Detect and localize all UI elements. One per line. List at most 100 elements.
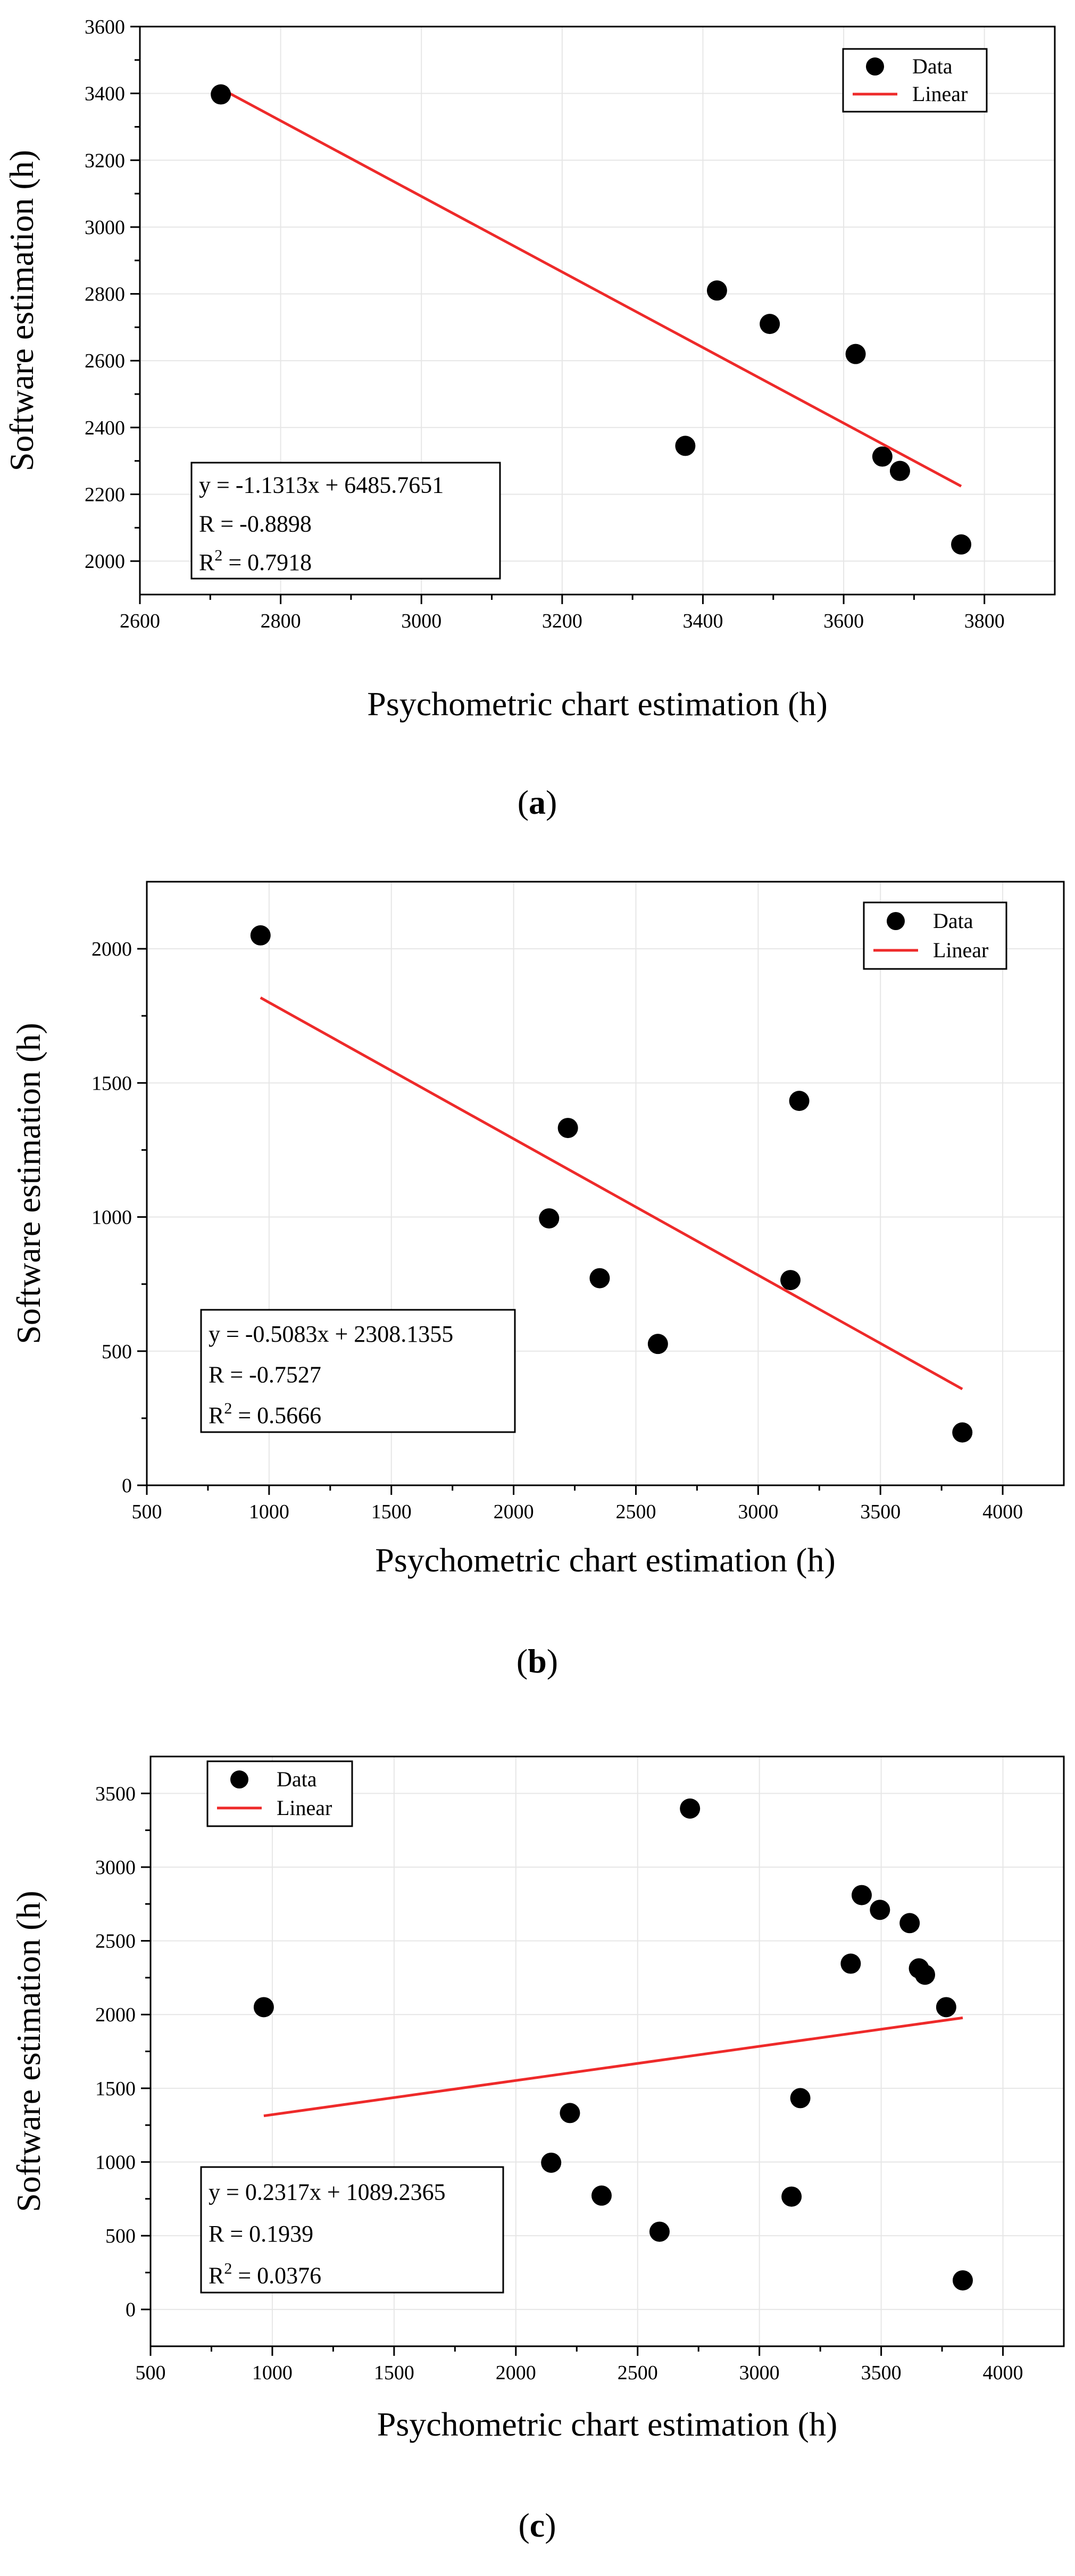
x-tick-label: 500	[132, 1501, 162, 1523]
y-tick-label: 3400	[85, 83, 125, 105]
data-point	[591, 2185, 612, 2206]
legend-label-data: Data	[933, 909, 973, 933]
legend-label-data: Data	[277, 1767, 317, 1791]
data-point	[951, 534, 972, 555]
fit-r-squared: R2 = 0.5666	[209, 1400, 321, 1428]
caption-letter: a	[529, 783, 546, 821]
linear-fit-line	[220, 87, 962, 488]
data-points	[211, 84, 972, 555]
legend: Data Linear	[206, 1760, 353, 1827]
x-tick-label: 3600	[823, 610, 864, 632]
data-point	[851, 1885, 872, 1905]
data-point	[675, 436, 696, 456]
x-tick-label: 1000	[249, 1501, 289, 1523]
x-tick-label: 3500	[861, 2362, 902, 2384]
y-tick-label: 1000	[91, 1207, 132, 1229]
caption-close: )	[545, 2506, 556, 2544]
x-axis-title: Psychometric chart estimation (h)	[367, 685, 828, 723]
legend-label-linear: Linear	[933, 938, 988, 962]
panel-caption: (a)	[518, 783, 557, 821]
x-tick-label: 3000	[739, 2362, 780, 2384]
fit-annotation: y = -1.1313x + 6485.7651 R = -0.8898 R2 = …	[190, 462, 501, 580]
x-tick-label: 2800	[261, 610, 301, 632]
x-tick-label: 1000	[252, 2362, 293, 2384]
fit-annotation: y = 0.2317x + 1089.2365 R = 0.1939 R2 = 0.…	[200, 2166, 504, 2294]
x-tick-label: 2000	[494, 1501, 534, 1523]
data-point	[211, 84, 231, 105]
data-point	[845, 344, 866, 364]
y-tick-label: 0	[122, 1475, 132, 1497]
data-point	[253, 1997, 274, 2018]
fit-equation: y = 0.2317x + 1089.2365	[209, 2179, 446, 2205]
y-tick-label: 3000	[95, 1856, 136, 1879]
caption-letter: b	[528, 1642, 547, 1680]
data-points	[250, 925, 973, 1443]
data-points	[253, 1798, 973, 2291]
x-axis: 2600 2800 3000 3200 3400 3600 3800	[120, 595, 1005, 632]
fit-r-squared: R2 = 0.0376	[209, 2260, 321, 2289]
data-point	[952, 2270, 973, 2291]
plot-frame	[146, 881, 1065, 1486]
data-point	[560, 2103, 580, 2123]
r2-superscript: 2	[224, 2260, 232, 2278]
r2-superscript: 2	[224, 1400, 232, 1417]
data-point	[872, 446, 893, 467]
y-tick-label: 500	[105, 2225, 136, 2247]
y-tick-label: 2400	[85, 417, 125, 439]
fit-annotation: y = -0.5083x + 2308.1355 R = -0.7527 R2 = …	[200, 1309, 516, 1433]
fit-equation: y = -0.5083x + 2308.1355	[209, 1321, 453, 1347]
data-point	[889, 461, 910, 481]
legend-label-data: Data	[912, 54, 953, 78]
fit-r-value: R = -0.8898	[199, 511, 312, 537]
y-axis: 2000 2200 2400 2600 2800 3000 3200 3400 3600	[85, 16, 140, 573]
y-tick-label: 2200	[85, 484, 125, 506]
linear-fit-line	[263, 2016, 963, 2118]
legend-label-linear: Linear	[277, 1796, 332, 1820]
x-tick-label: 500	[136, 2362, 166, 2384]
legend-box	[863, 901, 1007, 970]
annotation-box	[200, 2166, 504, 2294]
y-tick-label: 1500	[91, 1072, 132, 1094]
chart-panel-a: 2600 2800 3000 3200 3400 3600 3800 2000 2200 2400…	[3, 16, 1056, 821]
y-tick-label: 2000	[85, 550, 125, 573]
data-point	[781, 2186, 802, 2207]
y-axis: 0 500 1000 1500 2000 2500 3000 3500	[95, 1783, 151, 2321]
y-tick-label: 2000	[91, 938, 132, 960]
x-axis: 500 1000 1500 2000 2500 3000 3500 4000	[132, 1485, 1023, 1523]
data-point	[539, 1208, 560, 1229]
r2-value: = 0.7918	[222, 549, 312, 575]
y-axis: 0 500 1000 1500 2000	[91, 938, 147, 1497]
x-tick-label: 1500	[371, 1501, 412, 1523]
x-tick-label: 2500	[618, 2362, 658, 2384]
x-axis-title: Psychometric chart estimation (h)	[377, 2405, 838, 2443]
caption-open: (	[518, 783, 529, 821]
legend: Data Linear	[842, 48, 988, 113]
y-tick-label: 2000	[95, 2004, 136, 2026]
legend-marker-data	[866, 57, 884, 76]
y-tick-label: 2600	[85, 350, 125, 372]
r2-value: = 0.0376	[232, 2263, 321, 2289]
data-point	[760, 314, 780, 334]
r2-prefix: R	[199, 549, 215, 575]
chart-panel-b: 500 1000 1500 2000 2500 3000 3500 4000050010001…	[10, 881, 1065, 1680]
y-tick-label: 1000	[95, 2151, 136, 2173]
data-point	[780, 1270, 801, 1291]
x-tick-label: 2000	[496, 2362, 536, 2384]
x-tick-label: 1500	[374, 2362, 414, 2384]
y-tick-label: 2500	[95, 1930, 136, 1953]
x-tick-label: 3500	[860, 1501, 901, 1523]
r2-value: = 0.5666	[232, 1402, 321, 1428]
x-tick-label: 3800	[964, 610, 1005, 632]
legend-marker-data	[230, 1770, 248, 1789]
y-tick-label: 3000	[85, 216, 125, 239]
x-tick-label: 3200	[542, 610, 582, 632]
y-tick-label: 0	[126, 2299, 136, 2321]
legend-label-linear: Linear	[912, 82, 968, 106]
annotation-box	[190, 462, 501, 580]
y-tick-label: 3600	[85, 16, 125, 38]
legend: Data Linear	[863, 901, 1007, 970]
y-tick-label: 3200	[85, 149, 125, 172]
linear-fit-line	[260, 996, 963, 1391]
data-point	[647, 1334, 668, 1354]
